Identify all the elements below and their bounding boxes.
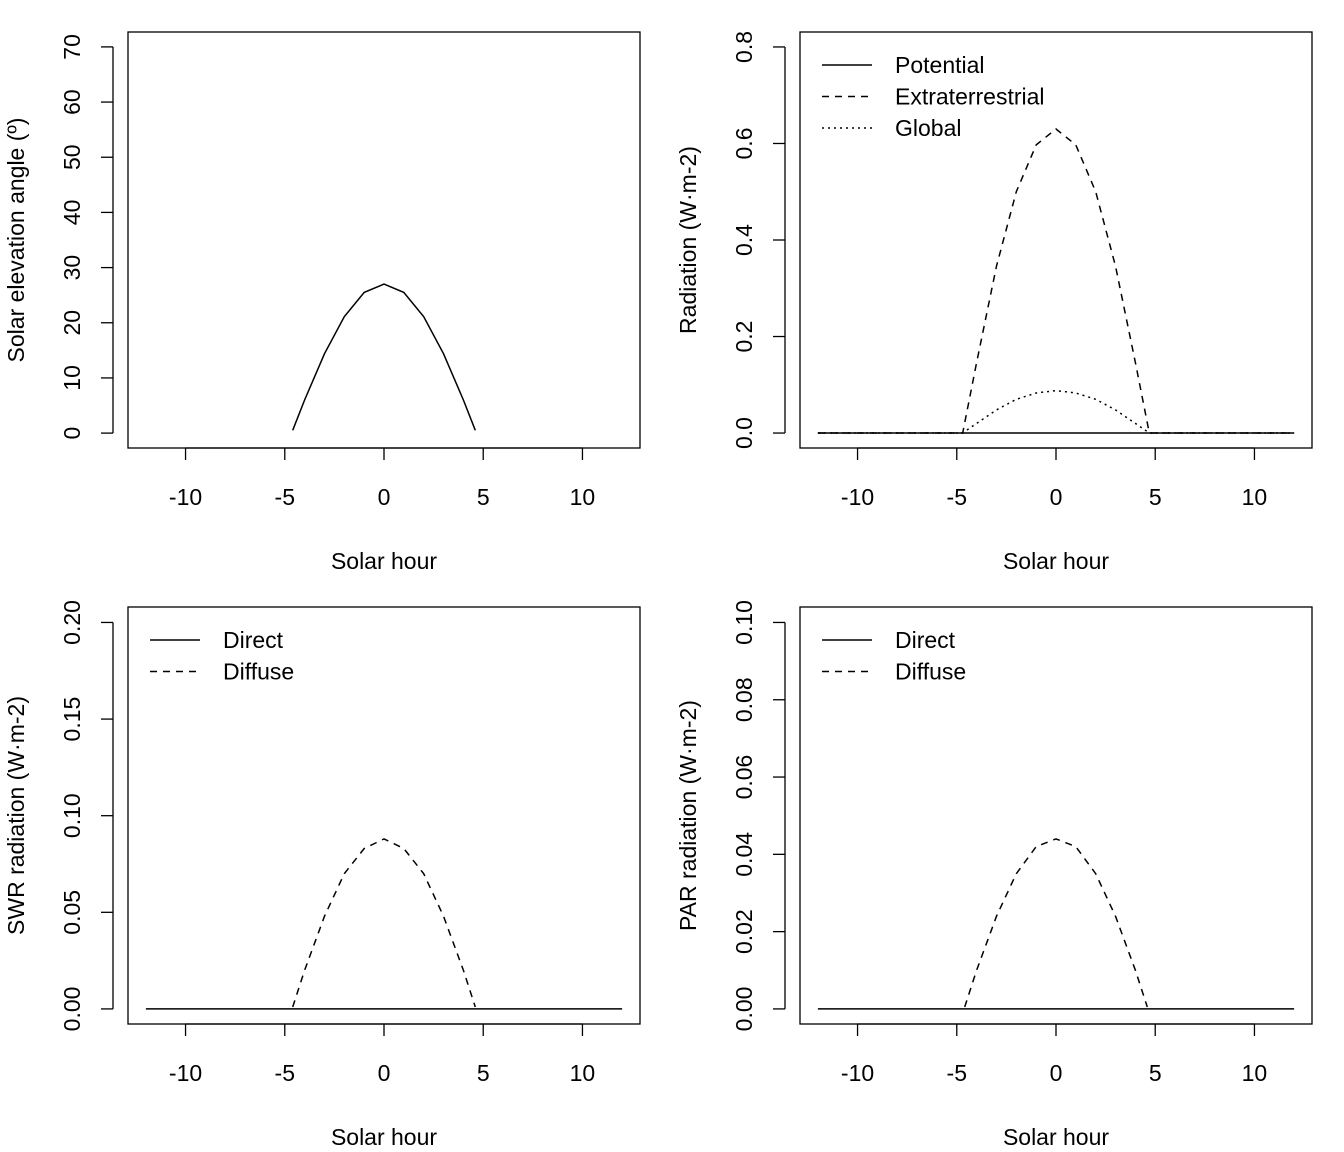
series-line-diffuse	[963, 838, 1149, 1008]
x-tick-label: 0	[1050, 484, 1063, 510]
y-tick-label: 0.04	[731, 832, 757, 877]
x-tick-label: 0	[1050, 1060, 1063, 1086]
plot-frame	[799, 31, 1313, 449]
y-tick-label: 60	[59, 89, 85, 115]
y-tick-label: 0.00	[731, 987, 757, 1032]
x-tick-label: 5	[477, 484, 490, 510]
series-line-diffuse	[291, 838, 477, 1008]
legend-label: Diffuse	[223, 659, 294, 685]
y-axis-label: PAR radiation (W·m-2)	[675, 700, 701, 931]
x-tick-label: 10	[1242, 484, 1268, 510]
x-tick-label: 10	[570, 1060, 596, 1086]
y-axis-label: SWR radiation (W·m-2)	[3, 696, 29, 935]
y-axis-label: Radiation (W·m-2)	[675, 146, 701, 334]
x-tick-label: -10	[841, 1060, 874, 1086]
legend-label: Direct	[223, 627, 284, 653]
y-tick-label: 0.02	[731, 909, 757, 954]
y-tick-label: 0.6	[731, 127, 757, 159]
y-tick-label: 0.2	[731, 321, 757, 353]
x-axis-label: Solar hour	[1003, 548, 1109, 574]
y-tick-label: 0.10	[731, 600, 757, 645]
legend-label: Global	[895, 115, 961, 141]
x-tick-label: 5	[1149, 484, 1162, 510]
y-tick-label: 20	[59, 310, 85, 336]
x-tick-label: -5	[947, 484, 967, 510]
panel-1: -10 -5 0 5 10 0 10 20 30 40 50 60 70 Solar hour Solar …	[3, 31, 641, 574]
y-tick-label: 0.05	[59, 890, 85, 935]
legend-label: Diffuse	[895, 659, 966, 685]
x-axis-label: Solar hour	[331, 548, 437, 574]
x-axis-label: Solar hour	[331, 1124, 437, 1150]
legend-label: Direct	[895, 627, 956, 653]
series-line-extraterrestrial	[817, 128, 1295, 434]
y-tick-label: 10	[59, 365, 85, 391]
y-tick-label: 70	[59, 34, 85, 60]
plot-frame	[127, 31, 641, 449]
y-tick-label: 0	[59, 427, 85, 440]
y-tick-label: 30	[59, 255, 85, 281]
legend-label: Extraterrestrial	[895, 84, 1045, 110]
legend-label: Potential	[895, 52, 985, 78]
y-axis-label: Solar elevation angle (º)	[3, 118, 29, 363]
y-tick-label: 0.00	[59, 987, 85, 1032]
series-line-1	[292, 283, 476, 431]
plot-frame	[127, 606, 641, 1025]
y-tick-label: 0.20	[59, 600, 85, 645]
x-tick-label: -5	[947, 1060, 967, 1086]
y-tick-label: 0.15	[59, 697, 85, 742]
x-tick-label: 0	[378, 1060, 391, 1086]
x-tick-label: -10	[169, 484, 202, 510]
y-tick-label: 0.10	[59, 793, 85, 838]
x-tick-label: 0	[378, 484, 391, 510]
x-axis-label: Solar hour	[1003, 1124, 1109, 1150]
y-tick-label: 0.08	[731, 677, 757, 722]
x-tick-label: 10	[1242, 1060, 1268, 1086]
x-tick-label: 10	[570, 484, 596, 510]
x-tick-label: -5	[275, 484, 295, 510]
series-line-global	[817, 389, 1295, 434]
y-tick-label: 0.8	[731, 31, 757, 63]
x-tick-label: -5	[275, 1060, 295, 1086]
x-tick-label: 5	[477, 1060, 490, 1086]
y-tick-label: 40	[59, 200, 85, 226]
panel-3: -10 -5 0 5 10 0.00 0.05 0.10 0.15 0.20 Solar hour S…	[3, 600, 641, 1150]
y-tick-label: 0.4	[731, 224, 757, 256]
y-tick-label: 0.06	[731, 755, 757, 800]
plot-frame	[799, 606, 1313, 1025]
panel-2: -10 -5 0 5 10 0.0 0.2 0.4 0.6 0.8 Solar hour Radiat…	[675, 31, 1313, 574]
y-tick-label: 0.0	[731, 417, 757, 449]
x-tick-label: -10	[841, 484, 874, 510]
x-tick-label: 5	[1149, 1060, 1162, 1086]
x-tick-label: -10	[169, 1060, 202, 1086]
y-tick-label: 50	[59, 144, 85, 170]
panel-4: -10 -5 0 5 10 0.00 0.02 0.04 0.06 0.08 0.10 Solar h…	[675, 600, 1313, 1150]
